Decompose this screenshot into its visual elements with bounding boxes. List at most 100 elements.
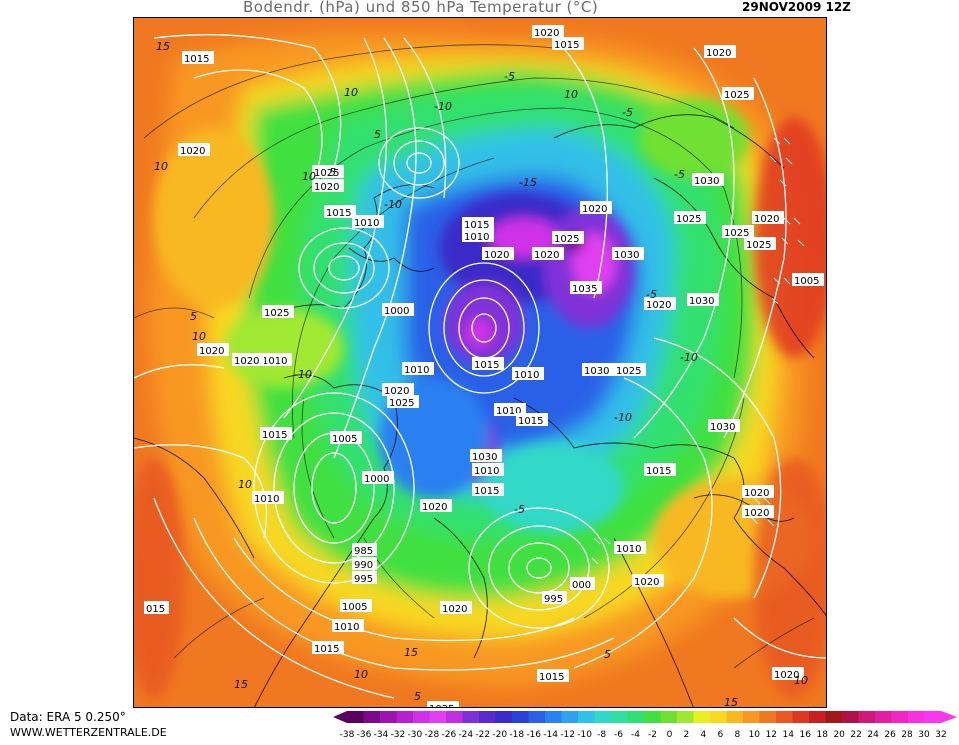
- legend-tick-label: -32: [391, 730, 406, 740]
- pressure-label-box: [692, 173, 724, 186]
- pressure-label-text: 1020: [314, 182, 339, 193]
- legend-tick-label: 32: [935, 730, 946, 740]
- temperature-label: -15: [519, 176, 537, 189]
- pressure-label-box: [512, 367, 544, 380]
- temperature-label: -10: [384, 198, 402, 211]
- pressure-label-text: 1015: [262, 430, 287, 441]
- pressure-label-text: 1010: [404, 365, 429, 376]
- pressure-label-text: 1000: [384, 306, 409, 317]
- pressure-label-text: 1020: [384, 386, 409, 397]
- pressure-label-box: [352, 571, 377, 584]
- pressure-label: 1000: [362, 471, 394, 485]
- pressure-label: 1015: [552, 37, 584, 51]
- pressure-label-text: 1020: [442, 604, 467, 615]
- pressure-label-text: 1025: [676, 214, 701, 225]
- pressure-label: 995: [542, 591, 567, 605]
- pressure-label-text: 1010: [334, 622, 359, 633]
- pressure-label-text: 1020: [180, 146, 205, 157]
- pressure-label-box: [704, 45, 736, 58]
- temperature-label: -10: [294, 368, 312, 381]
- pressure-label-text: 015: [146, 604, 165, 615]
- pressure-label-box: [708, 419, 740, 432]
- pressure-label-text: 1010: [254, 494, 279, 505]
- pressure-label: 1015: [260, 427, 292, 441]
- temperature-label: 5: [190, 310, 197, 323]
- legend-swatch: [825, 711, 843, 723]
- legend-tick-label: -22: [475, 730, 490, 740]
- legend-tick-label: 6: [718, 730, 724, 740]
- pressure-label-text: 1005: [342, 602, 367, 613]
- pressure-label-text: 995: [354, 574, 373, 585]
- legend-tick-label: -38: [340, 730, 355, 740]
- pressure-label-box: [612, 247, 644, 260]
- pressure-label: 1020: [197, 343, 229, 357]
- legend-swatch: [726, 711, 744, 723]
- pressure-label-box: [352, 543, 377, 556]
- pressure-label-text: 1020: [534, 28, 559, 39]
- pressure-label-text: 1015: [518, 416, 543, 427]
- legend-swatch: [347, 711, 364, 723]
- pressure-label-box: [312, 179, 344, 192]
- pressure-label-text: 1005: [794, 276, 819, 287]
- legend-tick-label: -20: [492, 730, 507, 740]
- very-cold-core-c: [465, 319, 493, 347]
- temperature-label: 5: [374, 128, 381, 141]
- pressure-label: 1015: [182, 51, 214, 65]
- pressure-label: 1020: [704, 45, 736, 59]
- pressure-label: 1020: [440, 601, 472, 615]
- legend-tick-label: 16: [800, 730, 812, 740]
- legend-tick-label: -18: [509, 730, 524, 740]
- legend-tick-label: 8: [734, 730, 740, 740]
- pressure-label-text: 1010: [474, 466, 499, 477]
- pressure-label-box: [614, 541, 646, 554]
- legend-swatch: [396, 711, 414, 723]
- pressure-label: 1020: [232, 353, 264, 367]
- pressure-label-text: 1015: [474, 486, 499, 497]
- very-cold-core-b: [572, 233, 616, 293]
- pressure-label-text: 1015: [539, 672, 564, 683]
- temperature-label: -5: [674, 168, 685, 181]
- pressure-label-text: 1020: [646, 300, 671, 311]
- pressure-label-box: [792, 273, 824, 286]
- pressure-label: 015: [144, 601, 169, 615]
- temperature-label: 5: [329, 166, 336, 179]
- legend-swatch: [693, 711, 711, 723]
- legend-swatch: [413, 711, 430, 723]
- pressure-label-box: [472, 357, 504, 370]
- pressure-label-text: 1030: [689, 296, 714, 307]
- legend-swatch: [627, 711, 645, 723]
- legend-swatch: [512, 711, 529, 723]
- pressure-label-box: [260, 427, 292, 440]
- data-source: Data: ERA 5 0.250°: [10, 710, 126, 724]
- pressure-label: 1020: [644, 297, 676, 311]
- pressure-label-text: 1025: [724, 90, 749, 101]
- pressure-label-box: [382, 303, 414, 316]
- temperature-label: 10: [344, 86, 358, 99]
- pressure-label-text: 1015: [474, 360, 499, 371]
- pressure-label-text: 995: [544, 594, 563, 605]
- website-link[interactable]: WWW.WETTERZENTRALE.DE: [10, 726, 167, 739]
- legend-swatch: [495, 711, 513, 723]
- pressure-label-text: 985: [354, 546, 373, 557]
- pressure-label-text: 1020: [234, 356, 259, 367]
- pressure-label: 1005: [792, 273, 824, 287]
- pressure-label-box: [552, 231, 584, 244]
- legend-swatch: [561, 711, 579, 723]
- pressure-labels: 1015102010151020102510201025102010151010…: [144, 25, 824, 707]
- legend-swatch: [578, 711, 595, 723]
- pressure-label-text: 1020: [744, 488, 769, 499]
- pressure-label-box: [742, 485, 774, 498]
- pressure-label: 1020: [382, 383, 414, 397]
- hot-edge-southwest: [134, 458, 184, 698]
- pressure-label-text: 1005: [332, 434, 357, 445]
- pressure-label-text: 1025: [746, 240, 771, 251]
- pressure-label: 1030: [612, 247, 644, 261]
- cool-lobe-south: [484, 443, 624, 533]
- pressure-label-box: [742, 505, 774, 518]
- pressure-label: 1020: [772, 667, 804, 681]
- pressure-label-text: 1015: [646, 466, 671, 477]
- pressure-label-text: 1010: [514, 370, 539, 381]
- pressure-label: 1015: [324, 205, 356, 219]
- legend-tick-label: 24: [867, 730, 879, 740]
- pressure-label: 1010: [512, 367, 544, 381]
